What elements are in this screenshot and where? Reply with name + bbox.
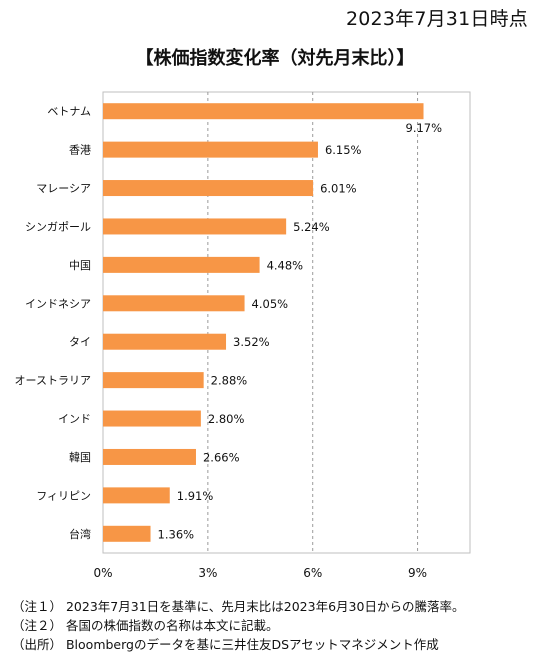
- value-label: 5.24%: [293, 220, 330, 234]
- category-label: 韓国: [69, 451, 91, 464]
- category-label: ベトナム: [47, 105, 91, 118]
- category-label: フィリピン: [36, 489, 91, 502]
- value-label: 2.66%: [203, 450, 240, 464]
- bar-chart: 0% 3% 6% 9% ベトナム 9.17% 香港 6.15% マレーシア 6.01% シンガポール…: [15, 91, 471, 580]
- value-label: 4.48%: [267, 258, 304, 272]
- bar: [103, 295, 245, 312]
- value-label: 2.80%: [208, 412, 245, 426]
- category-label: 台湾: [69, 527, 91, 541]
- value-label: 1.91%: [177, 489, 214, 503]
- bar: [103, 103, 424, 120]
- note-2: （注２） 各国の株価指数の名称は本文に記載。: [12, 618, 279, 633]
- grid-lines: [102, 91, 471, 554]
- bar: [103, 180, 314, 197]
- category-label: マレーシア: [36, 182, 91, 195]
- value-label: 3.52%: [233, 335, 270, 349]
- plot-area-frame: [102, 91, 471, 554]
- as-of-date: 2023年7月31日時点: [345, 8, 528, 30]
- bar: [103, 256, 260, 273]
- category-label: インドネシア: [25, 297, 91, 310]
- value-label: 6.15%: [325, 143, 362, 157]
- category-label: 中国: [69, 259, 91, 272]
- value-label: 9.17%: [406, 121, 443, 135]
- category-label: タイ: [69, 336, 91, 349]
- value-label: 1.36%: [158, 527, 195, 541]
- labels: 0% 3% 6% 9% ベトナム 9.17% 香港 6.15% マレーシア 6.01% シンガポール…: [15, 105, 443, 580]
- x-tick-label: 0%: [93, 566, 112, 580]
- category-label: シンガポール: [25, 220, 91, 233]
- value-label: 4.05%: [252, 297, 289, 311]
- bar: [103, 410, 201, 427]
- note-source: （出所） Bloombergのデータを基に三井住友DSアセットマネジメント作成: [12, 637, 439, 652]
- x-tick-label: 3%: [198, 566, 217, 580]
- footnotes: （注１） 2023年7月31日を基準に、先月末比は2023年6月30日からの騰落…: [12, 597, 464, 654]
- bars: [103, 103, 424, 542]
- bar: [103, 525, 151, 542]
- bar: [103, 448, 196, 465]
- bar: [103, 333, 227, 350]
- value-label: 6.01%: [320, 182, 357, 196]
- category-label: オーストラリア: [15, 374, 91, 387]
- category-label: 香港: [69, 144, 91, 157]
- bar: [103, 218, 287, 235]
- bar: [103, 487, 170, 504]
- note-1: （注１） 2023年7月31日を基準に、先月末比は2023年6月30日からの騰落…: [12, 599, 465, 614]
- category-label: インド: [58, 413, 91, 426]
- bar: [103, 141, 318, 158]
- x-tick-label: 6%: [303, 566, 322, 580]
- bar: [103, 372, 204, 389]
- value-label: 2.88%: [211, 374, 248, 388]
- chart-title: 【株価指数変化率（対先月末比）】: [135, 48, 415, 69]
- x-tick-label: 9%: [408, 566, 427, 580]
